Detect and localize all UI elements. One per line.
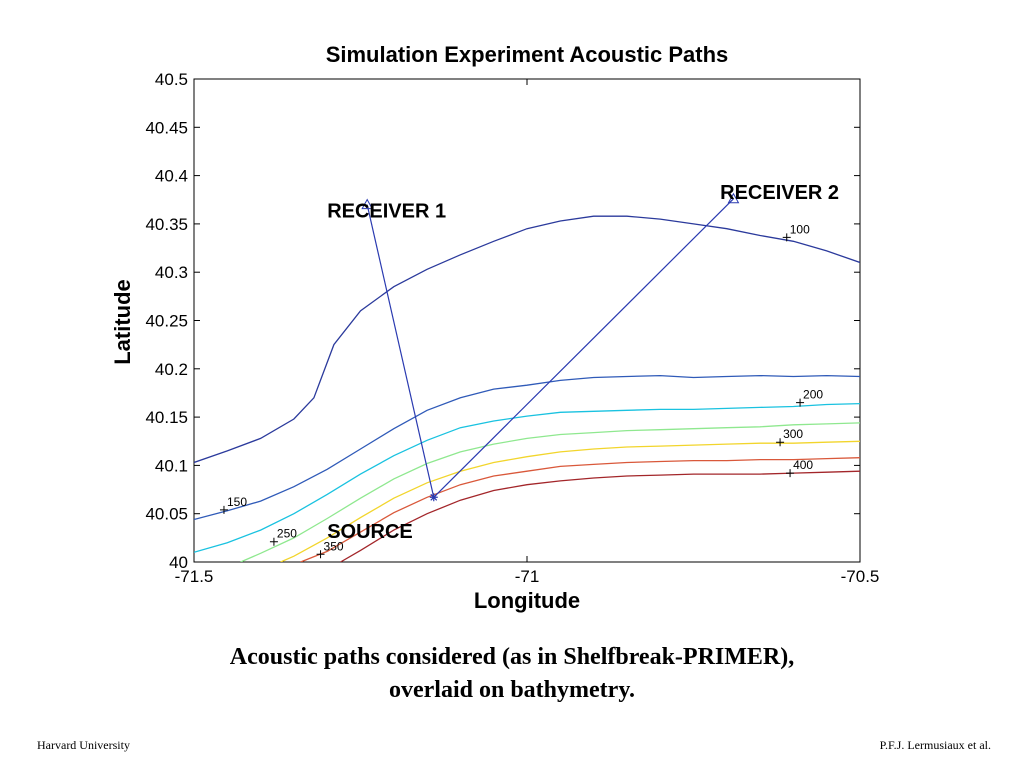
contour-label-150: 150: [227, 495, 247, 509]
plot-frame: [193, 78, 861, 563]
x-tick-label: -70.5: [841, 567, 880, 586]
footer-right: P.F.J. Lermusiaux et al.: [879, 738, 991, 752]
contour-marker-100: [782, 233, 791, 242]
contour-marker-400: [786, 469, 795, 478]
contour-label-100: 100: [790, 222, 810, 236]
chart: Simulation Experiment Acoustic Paths 404…: [110, 42, 879, 613]
source-marker: [429, 493, 438, 502]
contour-label-300: 300: [783, 427, 803, 441]
y-tick-label: 40.1: [155, 456, 188, 475]
contour-group: [194, 215, 860, 562]
y-axis-label: Latitude: [110, 279, 135, 365]
chart-title: Simulation Experiment Acoustic Paths: [326, 42, 729, 67]
y-tick-label: 40.2: [155, 360, 188, 379]
contour-400: [340, 470, 860, 562]
receiver-2-label: RECEIVER 2: [720, 182, 839, 204]
y-tick-label: 40.15: [145, 408, 188, 427]
path-1-receiver-marker: [361, 198, 374, 210]
source-label: SOURCE: [327, 521, 413, 543]
footer-left: Harvard University: [37, 738, 130, 752]
contour-label-350: 350: [324, 539, 344, 553]
contour-150: [194, 374, 860, 521]
x-tick-label: -71.5: [175, 567, 214, 586]
y-tick-label: 40.35: [145, 215, 188, 234]
receiver-1-label: RECEIVER 1: [327, 200, 446, 222]
contour-300: [280, 440, 860, 562]
caption-line-2: overlaid on bathymetry.: [389, 677, 635, 703]
plot-area: 40 40.05 40.1 40.15 40.2 40.25 40.3 40.35 40.4 40…: [145, 70, 879, 586]
path-1: [366, 204, 435, 498]
path-2: [433, 198, 734, 498]
caption-line-1: Acoustic paths considered (as in Shelfbr…: [229, 644, 795, 670]
contour-250: [240, 422, 860, 562]
y-tick-label: 40: [169, 553, 188, 572]
x-tick-label: -71: [515, 567, 540, 586]
y-tick-label: 40.05: [145, 505, 188, 524]
y-tick-label: 40.45: [145, 118, 188, 137]
y-tick-label: 40.5: [155, 70, 188, 89]
y-tick-label: 40.4: [155, 167, 188, 186]
path-2-receiver-marker: [727, 192, 740, 204]
contour-marker-150: [219, 505, 228, 514]
contour-label-400: 400: [793, 458, 813, 472]
y-tick-label: 40.25: [145, 312, 188, 331]
contour-marker-250: [269, 537, 278, 546]
contour-label-200: 200: [803, 388, 823, 402]
contour-label-250: 250: [277, 527, 297, 541]
contour-marker-300: [776, 438, 785, 447]
contour-marker-200: [796, 398, 805, 407]
contour-350: [300, 457, 860, 562]
contour-marker-350: [316, 550, 325, 559]
y-tick-label: 40.3: [155, 263, 188, 282]
contour-100: [194, 215, 860, 464]
x-axis-label: Longitude: [474, 588, 580, 613]
contour-200: [194, 402, 860, 553]
